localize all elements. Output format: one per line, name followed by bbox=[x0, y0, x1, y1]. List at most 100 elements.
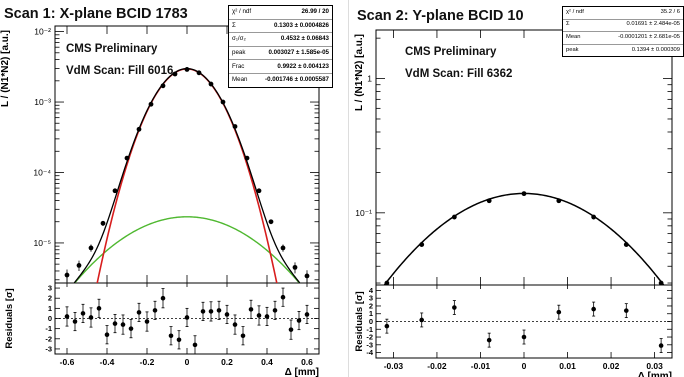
scan2-xtick-label: 0.01 bbox=[559, 361, 576, 371]
stats-label: Frac bbox=[232, 62, 245, 70]
scan2-stats-row: χ² / ndf 35.2 / 6 bbox=[563, 7, 683, 19]
scan2-stats-row: Mean -0.0001201 ± 2.681e-05 bbox=[563, 31, 683, 44]
scan1-res-ytick-label: -2 bbox=[45, 334, 52, 343]
scan2-res-ytick-label: 0 bbox=[369, 317, 373, 326]
stats-value: 0.003027 ± 1.585e-05 bbox=[268, 48, 329, 56]
stats-value: 0.01691 ± 2.484e-05 bbox=[626, 21, 680, 28]
scan1-stats-box: χ² / ndf 26.99 / 20 Σ 0.1303 ± 0.0004826 σ₁/… bbox=[228, 5, 333, 88]
scan1-res-point bbox=[160, 295, 166, 301]
panel-divider bbox=[348, 0, 349, 377]
scan2-data-point bbox=[556, 198, 562, 204]
scan1-res-point bbox=[248, 307, 254, 312]
scan1-data-point bbox=[112, 188, 118, 194]
scan1-res-point bbox=[136, 310, 142, 315]
scan1-xtick-label: -0.6 bbox=[60, 357, 75, 367]
scan2-res-ytick-label: 1 bbox=[369, 309, 373, 318]
scan1-data-point bbox=[244, 155, 250, 161]
scan1-data-point bbox=[256, 188, 262, 194]
scan1-res-point bbox=[208, 309, 214, 314]
stats-label: σ₁/σ₂ bbox=[232, 35, 246, 43]
scan1-chart: CMS Preliminary VdM Scan: Fill 6016 L / (N… bbox=[0, 25, 320, 377]
scan1-res-point bbox=[256, 313, 262, 318]
scan1-res-point bbox=[304, 312, 310, 317]
scan1-res-point bbox=[192, 342, 198, 348]
stats-label: Σ bbox=[232, 21, 236, 29]
scan1-fit-wide-gaussian bbox=[73, 216, 301, 283]
scan2-panel: CMS Preliminary VdM Scan: Fill 6362 L / (N… bbox=[354, 0, 684, 377]
scan1-res-point bbox=[88, 315, 94, 320]
scan1-data-point bbox=[100, 220, 106, 226]
scan1-res-point bbox=[232, 322, 238, 327]
scan1-xlabel: Δ [mm] bbox=[285, 367, 319, 377]
scan1-res-point bbox=[200, 309, 206, 314]
scan2-data-point bbox=[419, 242, 425, 247]
scan2-xtick-label: -0.01 bbox=[471, 361, 491, 371]
scan2-ytick-label: 10⁻¹ bbox=[355, 208, 372, 218]
stats-label: Mean bbox=[232, 76, 248, 84]
scan1-res-point bbox=[120, 322, 126, 327]
scan2-data-point bbox=[591, 214, 597, 220]
scan2-xtick-label: 0.02 bbox=[603, 361, 620, 371]
scan1-res-point bbox=[128, 326, 134, 331]
scan2-stats-row: peak 0.1394 ± 0.000309 bbox=[563, 43, 683, 57]
scan1-fit-total bbox=[73, 67, 301, 283]
scan1-res-point bbox=[240, 333, 246, 339]
scan2-chart: CMS Preliminary VdM Scan: Fill 6362 L / (N… bbox=[354, 29, 673, 377]
scan1-ylabel: L / (N1*N2) [a.u.] bbox=[0, 30, 11, 107]
scan1-data-point bbox=[292, 264, 298, 270]
scan2-title: Scan 2: Y-plane BCID 10 bbox=[357, 8, 524, 24]
scan1-data-point bbox=[304, 273, 310, 279]
scan2-data-point bbox=[623, 242, 629, 247]
stats-value: -0.0001201 ± 2.681e-05 bbox=[618, 34, 680, 41]
scan1-xtick-label: -0.4 bbox=[100, 357, 115, 367]
scan1-data-point bbox=[220, 99, 226, 105]
scan2-res-point bbox=[486, 337, 492, 343]
scan2-data-point bbox=[521, 191, 527, 197]
stats-label: χ² / ndf bbox=[566, 8, 584, 15]
scan1-xtick-label: 0.4 bbox=[261, 357, 273, 367]
scan1-ytick-label: 10⁻⁵ bbox=[34, 238, 51, 248]
scan2-data-point bbox=[486, 198, 492, 204]
scan1-ytick-label: 10⁻³ bbox=[34, 97, 51, 107]
scan1-ytick-label: 10⁻⁴ bbox=[33, 167, 51, 177]
scan1-res-point bbox=[264, 314, 270, 319]
scan2-stats-box: χ² / ndf 35.2 / 6 Σ 0.01691 ± 2.484e-05 Mean… bbox=[562, 6, 684, 58]
scan1-data-point bbox=[232, 124, 238, 129]
scan1-res-ytick-label: -3 bbox=[45, 344, 52, 353]
stats-value: 0.9922 ± 0.004123 bbox=[277, 62, 329, 70]
scan1-res-ytick-label: -1 bbox=[45, 324, 52, 333]
scan1-data-point bbox=[124, 155, 130, 161]
stats-value: 0.1394 ± 0.000309 bbox=[631, 46, 680, 53]
scan2-res-ytick-label: 2 bbox=[369, 301, 373, 310]
scan1-stats-row: Σ 0.1303 ± 0.0004826 bbox=[229, 18, 332, 33]
scan2-xtick-label: 0.03 bbox=[646, 361, 663, 371]
scan1-res-ytick-label: 1 bbox=[48, 304, 52, 313]
stats-label: Mean bbox=[566, 34, 581, 41]
scan1-stats-row: peak 0.003027 ± 1.585e-05 bbox=[229, 45, 332, 60]
stats-label: χ² / ndf bbox=[232, 8, 252, 16]
scan2-res-ytick-label: -3 bbox=[366, 340, 373, 349]
scan2-res-ylabel: Residuals [σ] bbox=[354, 291, 365, 351]
scan2-res-ytick-label: -1 bbox=[366, 325, 373, 334]
scan1-data-point bbox=[280, 245, 286, 251]
stats-value: 0.4532 ± 0.06843 bbox=[280, 35, 329, 43]
scan2-res-point bbox=[521, 334, 527, 340]
stats-value: 35.2 / 6 bbox=[660, 8, 680, 15]
scan2-res-point bbox=[419, 317, 425, 323]
scan1-res-point bbox=[112, 321, 118, 326]
scan1-stats-row: Mean -0.001746 ± 0.0005587 bbox=[229, 72, 332, 87]
scan1-ytick-label: 10⁻² bbox=[34, 27, 51, 37]
scan1-res-point bbox=[224, 312, 230, 317]
scan1-xtick-label: 0.2 bbox=[221, 357, 233, 367]
scan2-ytick-label: 1 bbox=[367, 74, 372, 84]
scan2-res-point bbox=[623, 308, 629, 313]
scan1-data-point bbox=[184, 67, 190, 72]
scan1-res-point bbox=[176, 337, 182, 343]
scan1-res-ytick-label: 3 bbox=[48, 284, 52, 293]
scan1-data-point bbox=[88, 245, 94, 251]
scan1-res-point bbox=[216, 308, 222, 313]
scan1-data-point bbox=[268, 219, 274, 225]
scan1-xtick-label: 0 bbox=[185, 357, 190, 367]
scan1-res-point bbox=[288, 327, 294, 332]
stats-label: peak bbox=[232, 48, 246, 56]
